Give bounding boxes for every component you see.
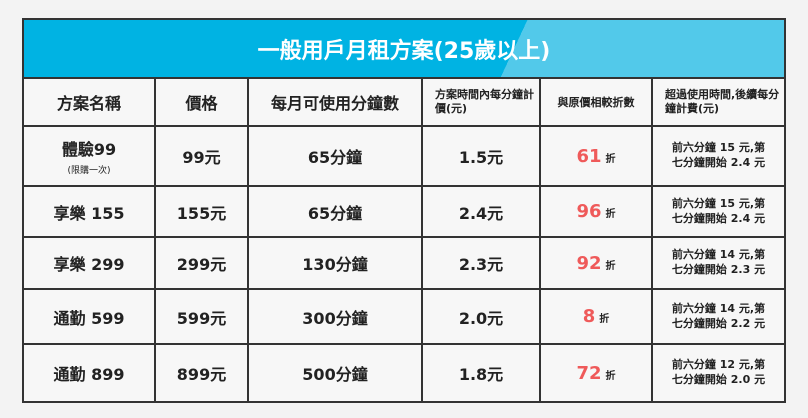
extra-line-2: 七分鐘開始 2.3 元	[671, 263, 766, 276]
header-minutes: 每月可使用分鐘數	[247, 79, 423, 127]
discount: 72 折	[539, 343, 653, 401]
extra-line-1: 前六分鐘 14 元,第	[671, 301, 766, 315]
plan-name: 享樂 299	[24, 236, 156, 290]
minutes: 65分鐘	[247, 125, 423, 187]
minutes: 500分鐘	[247, 343, 423, 401]
discount-value: 92	[576, 252, 602, 274]
discount-unit: 折	[605, 260, 616, 272]
discount-value: 8	[582, 306, 596, 327]
table-row: 享樂 299 299元 130分鐘 2.3元 92 折 前六分鐘 14 元,第 七分…	[24, 236, 784, 290]
extra-line-1: 前六分鐘 15 元,第	[671, 196, 766, 210]
extra-line-2: 七分鐘開始 2.2 元	[671, 316, 766, 330]
minutes: 65分鐘	[247, 185, 423, 238]
price: 99元	[154, 125, 249, 187]
discount: 96 折	[539, 185, 653, 238]
discount-value: 61	[576, 145, 602, 167]
extra-line-1: 前六分鐘 14 元,第	[671, 248, 766, 262]
header-plan-name: 方案名稱	[24, 79, 156, 127]
plan-name-text: 體驗99	[61, 140, 117, 159]
header-rate: 方案時間內每分鐘計價(元)	[421, 79, 541, 127]
extra-rate: 前六分鐘 14 元,第 七分鐘開始 2.2 元	[651, 288, 784, 345]
discount: 92 折	[539, 236, 653, 290]
discount: 61 折	[539, 125, 653, 187]
extra-line-1: 前六分鐘 12 元,第	[671, 358, 766, 372]
table-title: 一般用戶月租方案(25歲以上)	[24, 20, 784, 79]
header-extra-rate: 超過使用時間,後續每分鐘計費(元)	[651, 79, 784, 127]
extra-line-1: 前六分鐘 15 元,第	[671, 141, 766, 155]
price: 299元	[154, 236, 249, 290]
plan-name: 享樂 155	[24, 185, 156, 238]
plan-name: 通勤 599	[24, 288, 156, 345]
discount-unit: 折	[599, 314, 610, 325]
header-row: 方案名稱 價格 每月可使用分鐘數 方案時間內每分鐘計價(元) 與原價相較折數 超…	[24, 79, 784, 127]
minutes: 130分鐘	[247, 236, 423, 290]
table-row: 享樂 155 155元 65分鐘 2.4元 96 折 前六分鐘 15 元,第 七分鐘…	[24, 185, 784, 238]
extra-line-2: 七分鐘開始 2.0 元	[671, 373, 766, 386]
plan-name: 體驗99 (限購一次)	[24, 125, 156, 187]
table-row: 通勤 899 899元 500分鐘 1.8元 72 折 前六分鐘 12 元,第 七分…	[24, 343, 784, 401]
rate: 2.0元	[421, 288, 541, 345]
rate: 1.5元	[421, 125, 541, 187]
rate: 1.8元	[421, 343, 541, 401]
discount-value: 96	[576, 201, 602, 222]
plan-name: 通勤 899	[24, 343, 156, 401]
discount-unit: 折	[605, 370, 616, 382]
rate: 2.3元	[421, 236, 541, 290]
price: 899元	[154, 343, 249, 401]
table-row: 體驗99 (限購一次) 99元 65分鐘 1.5元 61 折 前六分鐘 15 元,第…	[24, 125, 784, 187]
discount-value: 72	[576, 362, 602, 384]
extra-line-2: 七分鐘開始 2.4 元	[671, 211, 766, 225]
discount-unit: 折	[605, 209, 616, 220]
pricing-table-card: 一般用戶月租方案(25歲以上) 方案名稱 價格 每月可使用分鐘數 方案時間內每分…	[22, 18, 786, 403]
extra-rate: 前六分鐘 15 元,第 七分鐘開始 2.4 元	[651, 185, 784, 238]
plan-note: (限購一次)	[67, 166, 111, 176]
header-price: 價格	[154, 79, 249, 127]
rate: 2.4元	[421, 185, 541, 238]
extra-rate: 前六分鐘 12 元,第 七分鐘開始 2.0 元	[651, 343, 784, 401]
extra-rate: 前六分鐘 14 元,第 七分鐘開始 2.3 元	[651, 236, 784, 290]
extra-rate: 前六分鐘 15 元,第 七分鐘開始 2.4 元	[651, 125, 784, 187]
extra-line-2: 七分鐘開始 2.4 元	[671, 156, 766, 169]
price: 599元	[154, 288, 249, 345]
discount-unit: 折	[605, 153, 616, 165]
price: 155元	[154, 185, 249, 238]
minutes: 300分鐘	[247, 288, 423, 345]
pricing-table: 方案名稱 價格 每月可使用分鐘數 方案時間內每分鐘計價(元) 與原價相較折數 超…	[24, 79, 784, 401]
header-discount: 與原價相較折數	[539, 79, 653, 127]
